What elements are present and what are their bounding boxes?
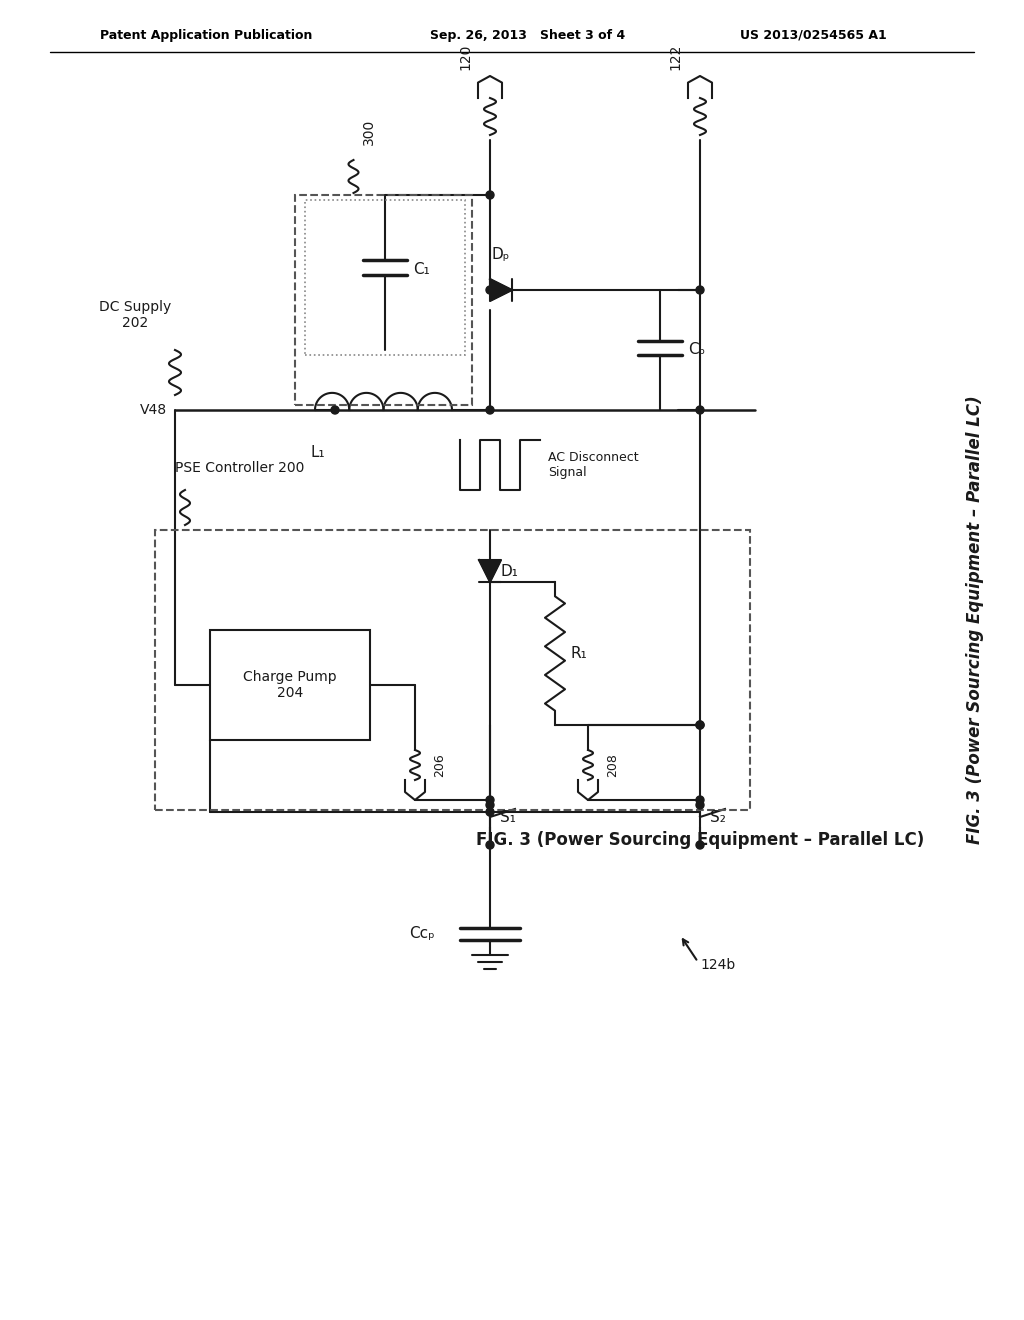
Text: US 2013/0254565 A1: US 2013/0254565 A1	[740, 29, 887, 41]
Circle shape	[696, 721, 705, 729]
Text: Patent Application Publication: Patent Application Publication	[100, 29, 312, 41]
Text: 120: 120	[458, 44, 472, 70]
Text: Dₚ: Dₚ	[492, 247, 510, 261]
Text: V48: V48	[140, 403, 167, 417]
Text: Cᴄₚ: Cᴄₚ	[410, 927, 435, 941]
Text: 300: 300	[361, 119, 376, 145]
Text: 206: 206	[433, 754, 446, 777]
Bar	[210, 630, 370, 741]
Text: R₁: R₁	[571, 645, 588, 661]
Bar	[155, 531, 750, 810]
Circle shape	[696, 286, 705, 294]
Circle shape	[486, 286, 494, 294]
Circle shape	[696, 721, 705, 729]
Text: Cₚ: Cₚ	[688, 342, 706, 358]
Text: Charge Pump
204: Charge Pump 204	[243, 671, 337, 700]
Text: D₁: D₁	[500, 564, 518, 578]
Text: S₁: S₁	[500, 809, 516, 825]
Text: C₁: C₁	[413, 263, 430, 277]
Text: DC Supply
202: DC Supply 202	[99, 300, 171, 330]
Circle shape	[331, 407, 339, 414]
Polygon shape	[490, 279, 512, 301]
Bar	[295, 195, 472, 405]
Bar	[305, 201, 465, 355]
Circle shape	[486, 841, 494, 849]
Text: 122: 122	[668, 44, 682, 70]
Text: AC Disconnect
Signal: AC Disconnect Signal	[548, 451, 639, 479]
Text: 208: 208	[606, 754, 618, 777]
Polygon shape	[479, 560, 501, 582]
Text: FIG. 3 (Power Sourcing Equipment – Parallel LC): FIG. 3 (Power Sourcing Equipment – Paral…	[966, 396, 984, 845]
Circle shape	[696, 796, 705, 804]
Circle shape	[696, 407, 705, 414]
Circle shape	[486, 808, 494, 816]
Text: L₁: L₁	[310, 445, 325, 459]
Text: FIG. 3 (Power Sourcing Equipment – Parallel LC): FIG. 3 (Power Sourcing Equipment – Paral…	[476, 832, 924, 849]
Circle shape	[696, 801, 705, 809]
Circle shape	[486, 191, 494, 199]
Circle shape	[486, 801, 494, 809]
Text: 124b: 124b	[700, 958, 735, 972]
Text: Sep. 26, 2013   Sheet 3 of 4: Sep. 26, 2013 Sheet 3 of 4	[430, 29, 626, 41]
Circle shape	[696, 841, 705, 849]
Text: PSE Controller 200: PSE Controller 200	[175, 461, 304, 475]
Circle shape	[486, 796, 494, 804]
Text: S₂: S₂	[710, 809, 726, 825]
Circle shape	[486, 407, 494, 414]
